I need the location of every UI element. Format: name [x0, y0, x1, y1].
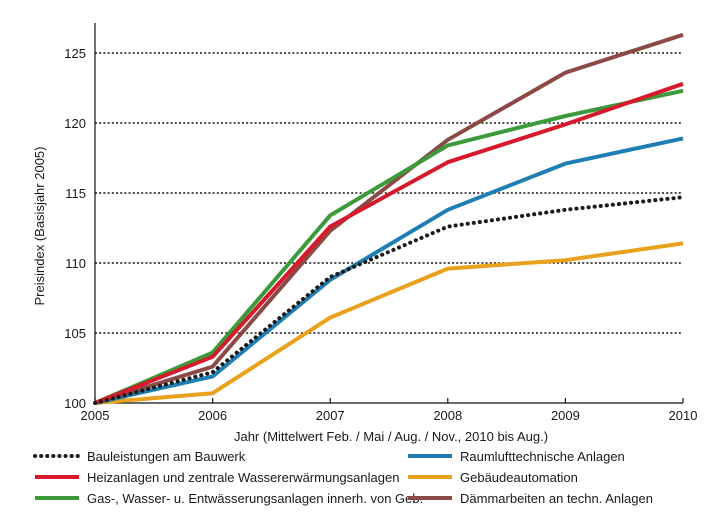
series-line-5 [94, 88, 684, 405]
x-tick-label: 2005 [81, 408, 110, 423]
y-tick-label: 105 [64, 326, 86, 341]
legend: Bauleistungen am Bauwerk Raumlufttechnisc… [33, 449, 653, 506]
series [93, 32, 685, 405]
legend-item: Bauleistungen am Bauwerk [33, 449, 246, 464]
legend-label: Gas-, Wasser- u. Entwässerungsanlagen in… [87, 491, 423, 506]
legend-label: Bauleistungen am Bauwerk [87, 449, 246, 464]
series-line-1 [93, 195, 685, 405]
x-tick-label: 2009 [551, 408, 580, 423]
legend-label: Dämmarbeiten an techn. Anlagen [460, 491, 653, 506]
legend-item: Gas-, Wasser- u. Entwässerungsanlagen in… [35, 491, 423, 506]
series-line-3 [94, 81, 684, 405]
series-line-6 [94, 32, 684, 405]
series-line-4 [94, 241, 684, 405]
legend-item: Raumlufttechnische Anlagen [408, 449, 625, 464]
y-tick-label: 120 [64, 116, 86, 131]
y-tick-label: 100 [64, 396, 86, 411]
legend-item: Gebäudeautomation [408, 470, 578, 485]
x-axis-label: Jahr (Mittelwert Feb. / Mai / Aug. / Nov… [234, 429, 548, 444]
y-tick-label: 115 [65, 186, 86, 201]
y-axis-label: Preisindex (Basisjahr 2005) [32, 147, 47, 306]
x-tick-label: 2008 [433, 408, 462, 423]
y-tick-label: 125 [64, 46, 86, 61]
legend-label: Heizanlagen und zentrale Wassererwärmung… [87, 470, 399, 485]
legend-label: Raumlufttechnische Anlagen [460, 449, 625, 464]
legend-item: Heizanlagen und zentrale Wassererwärmung… [35, 470, 399, 485]
legend-item: Dämmarbeiten an techn. Anlagen [408, 491, 653, 506]
y-tick-label: 110 [65, 256, 86, 271]
legend-label: Gebäudeautomation [460, 470, 578, 485]
x-tick-label: 2007 [316, 408, 345, 423]
x-tick-label: 2010 [669, 408, 698, 423]
series-line-2 [94, 136, 684, 405]
x-tick-label: 2006 [198, 408, 227, 423]
axes: 100 105 110 115 120 125 2005 2006 2007 2008 2009 20… [64, 23, 697, 423]
